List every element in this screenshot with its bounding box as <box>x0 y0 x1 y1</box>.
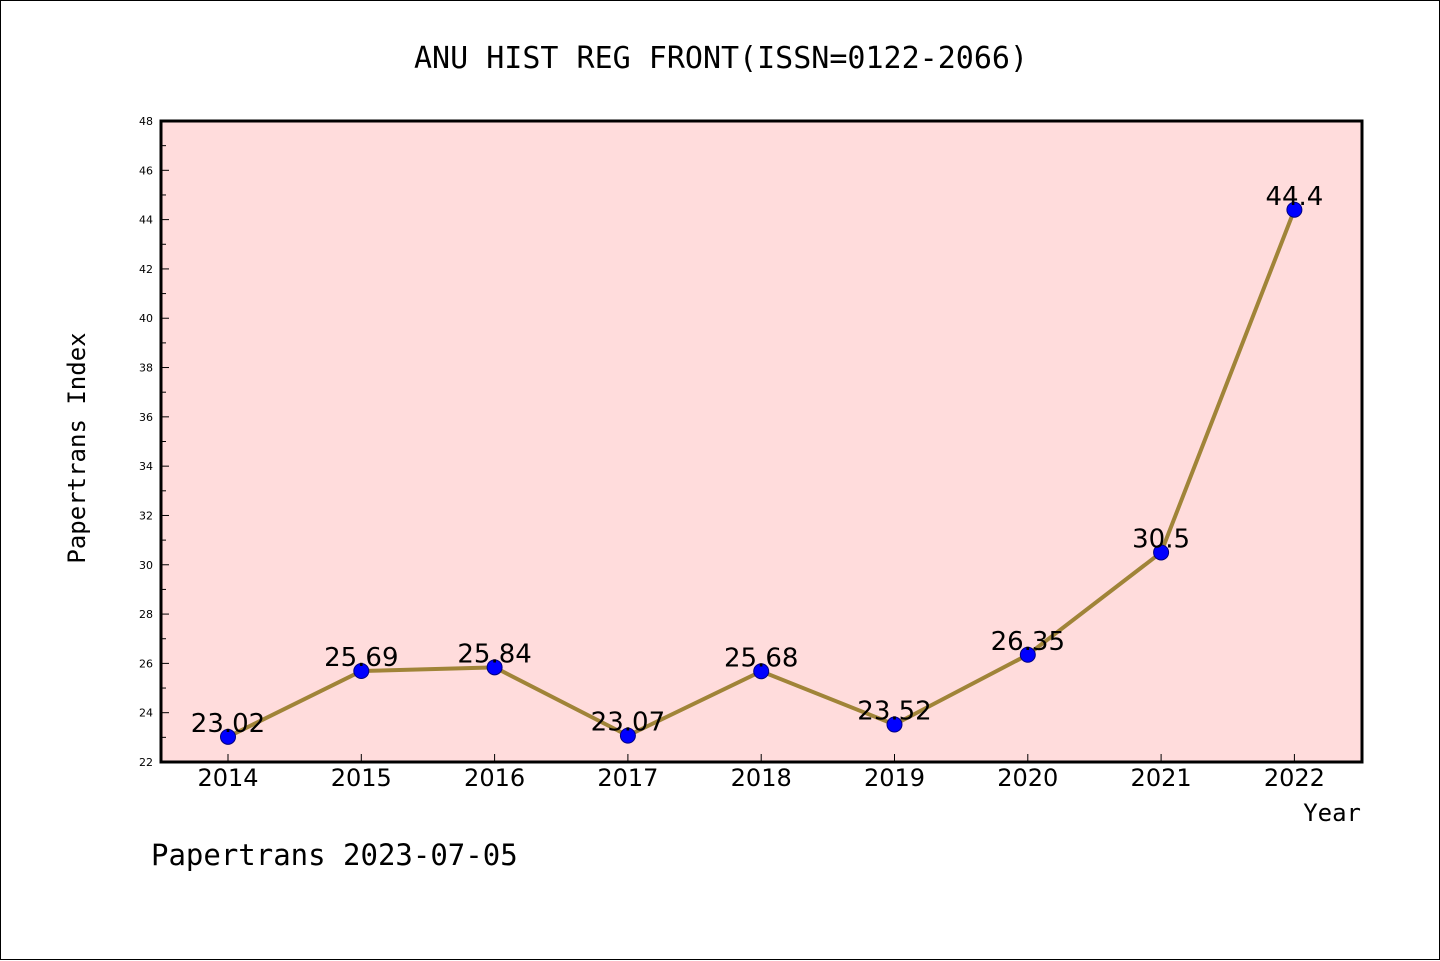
data-point <box>886 716 903 733</box>
data-label: 30.5 <box>1132 524 1190 554</box>
x-tick-label: 2017 <box>597 764 658 792</box>
y-tick-label: 44 <box>139 214 153 227</box>
x-tick-label: 2018 <box>731 764 792 792</box>
data-point <box>619 727 636 744</box>
data-point <box>220 728 236 745</box>
y-axis-ticks: 22 24 26 28 30 32 34 36 38 40 42 44 46 48 <box>139 115 169 769</box>
chart-title: ANU HIST REG FRONT(ISSN=0122-2066) <box>414 41 1028 76</box>
x-tick-label: 2015 <box>331 764 392 792</box>
data-label: 44.4 <box>1265 182 1323 212</box>
data-point <box>753 663 770 680</box>
data-label: 26.35 <box>991 627 1065 657</box>
y-tick-label: 24 <box>139 707 153 720</box>
y-tick-label: 34 <box>139 460 153 473</box>
data-point <box>353 663 370 680</box>
data-label: 25.69 <box>324 643 398 673</box>
data-labels: 23.02 25.69 25.84 23.07 25.68 23.52 26.35 30.5 4… <box>191 182 1324 739</box>
y-axis-label: Papertrans Index <box>63 332 91 563</box>
y-tick-label: 36 <box>139 411 153 424</box>
data-points <box>220 201 1303 745</box>
x-tick-label: 2022 <box>1264 764 1325 792</box>
data-label: 23.07 <box>591 708 665 738</box>
footer-text: Papertrans 2023-07-05 <box>151 838 518 872</box>
x-tick-label: 2021 <box>1131 764 1192 792</box>
y-tick-label: 48 <box>139 115 153 128</box>
x-tick-label: 2019 <box>864 764 925 792</box>
y-tick-label: 38 <box>139 362 153 375</box>
plot-area <box>161 121 1362 762</box>
y-tick-label: 30 <box>139 559 153 572</box>
data-point <box>1153 544 1170 561</box>
y-tick-label: 26 <box>139 657 153 670</box>
x-tick-label: 2020 <box>997 764 1058 792</box>
x-tick-label: 2014 <box>197 764 258 792</box>
data-point <box>1019 646 1036 663</box>
data-label: 25.68 <box>724 643 798 673</box>
y-tick-label: 28 <box>139 608 153 621</box>
data-label: 23.02 <box>191 709 265 739</box>
data-point <box>486 659 503 676</box>
y-tick-label: 46 <box>139 164 153 177</box>
y-tick-label: 42 <box>139 263 153 276</box>
data-label: 23.52 <box>857 697 931 727</box>
data-point <box>1286 201 1303 218</box>
y-tick-label: 22 <box>139 756 153 769</box>
y-tick-label: 40 <box>139 312 153 325</box>
y-tick-label: 32 <box>139 509 153 522</box>
x-tick-label: 2016 <box>464 764 525 792</box>
x-axis-label: Year <box>1303 799 1361 827</box>
plot-border <box>159 119 1364 764</box>
x-axis-ticks: 2014 2015 2016 2017 2018 2019 2020 2021 2022 <box>197 754 1325 792</box>
data-label: 25.84 <box>457 639 531 669</box>
